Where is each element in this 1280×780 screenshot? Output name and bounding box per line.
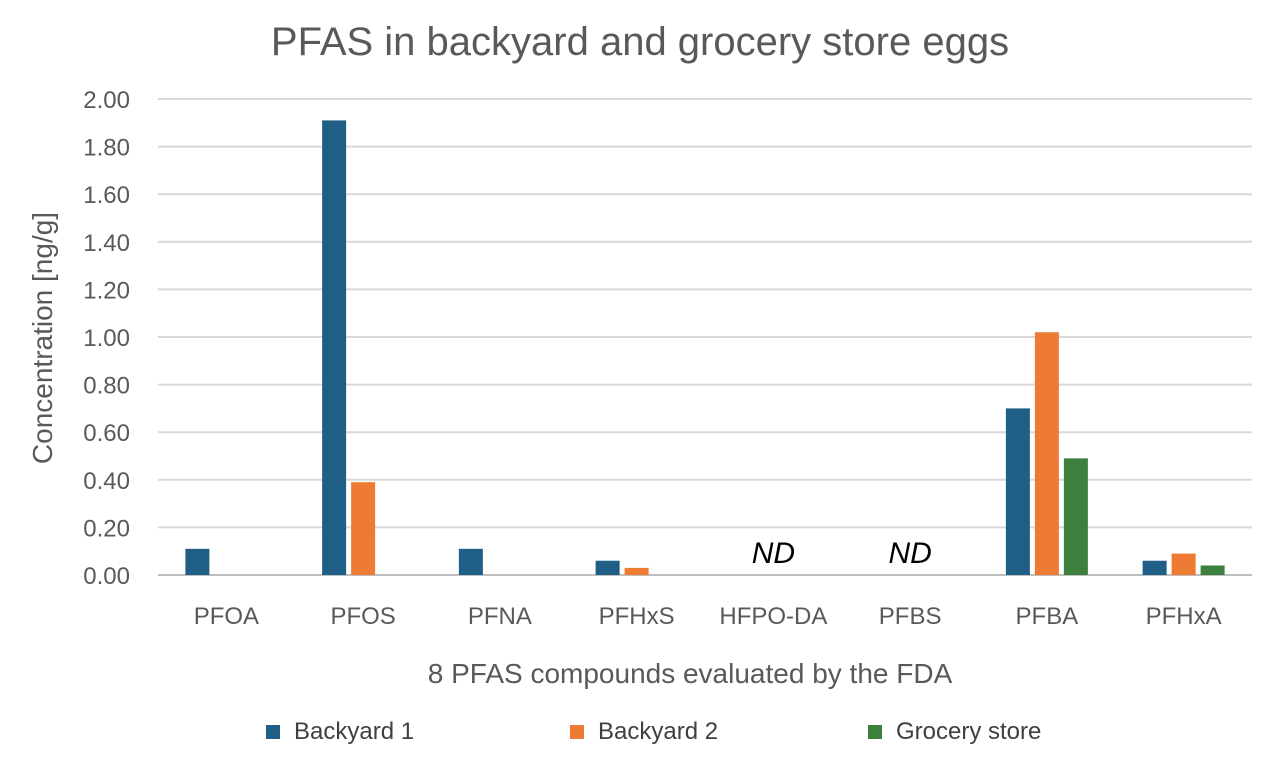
legend-label: Backyard 2	[598, 718, 719, 745]
y-tick-label: 1.60	[83, 182, 130, 209]
y-tick-label: 1.80	[83, 135, 130, 162]
y-axis-ticks: 0.00 0.20 0.40 0.60 0.80 1.00 1.20 1.40 1.60 1.80…	[83, 87, 130, 590]
x-axis-ticks: PFOA PFOS PFNA PFHxS HFPO-DA PFBS PFBA PFHxA	[194, 603, 1222, 630]
bar-grocery-store-pfhxa	[1200, 565, 1225, 575]
bar-backyard-2-pfhxa	[1171, 553, 1196, 575]
legend-swatch	[266, 725, 280, 739]
x-tick-label: PFOA	[194, 603, 259, 630]
legend-item-backyard-2: Backyard 2	[570, 714, 718, 750]
y-tick-label: 0.00	[83, 563, 130, 590]
annotations: ND ND	[752, 537, 932, 570]
x-tick-label: PFHxA	[1146, 603, 1222, 630]
y-tick-label: 0.60	[83, 420, 130, 447]
bar-backyard-2-pfos	[351, 482, 376, 575]
bars	[185, 120, 1225, 576]
bar-backyard-1-pfba	[1005, 408, 1030, 575]
annotation-nd: ND	[888, 537, 931, 570]
gridlines	[158, 98, 1252, 576]
x-tick-label: PFNA	[468, 603, 532, 630]
legend-item-backyard-1: Backyard 1	[266, 714, 414, 750]
y-axis-label: Concentration [ng/g]	[27, 212, 58, 464]
y-tick-label: 0.80	[83, 373, 130, 400]
legend-label: Grocery store	[896, 718, 1042, 745]
x-tick-label: PFHxS	[599, 603, 675, 630]
bar-backyard-1-pfhxa	[1142, 560, 1167, 575]
y-tick-label: 1.40	[83, 230, 130, 257]
y-tick-label: 2.00	[83, 87, 130, 114]
y-tick-label: 0.40	[83, 468, 130, 495]
x-tick-label: HFPO-DA	[719, 603, 827, 630]
bar-grocery-store-pfba	[1063, 458, 1088, 575]
y-tick-label: 1.00	[83, 325, 130, 352]
x-tick-label: PFBA	[1016, 603, 1079, 630]
legend-swatch	[868, 725, 882, 739]
annotation-nd: ND	[752, 537, 795, 570]
bar-backyard-1-pfoa	[185, 548, 210, 575]
bar-backyard-1-pfna	[458, 548, 483, 575]
plot-area: 0.00 0.20 0.40 0.60 0.80 1.00 1.20 1.40 1.60 1.80…	[27, 87, 1252, 689]
legend-swatch	[570, 725, 584, 739]
legend-item-grocery-store: Grocery store	[868, 714, 1041, 750]
y-tick-label: 1.20	[83, 277, 130, 304]
bar-backyard-2-pfba	[1034, 332, 1059, 575]
y-tick-label: 0.20	[83, 515, 130, 542]
bar-backyard-1-pfos	[322, 120, 347, 576]
bar-backyard-1-pfhxs	[595, 560, 620, 575]
legend: Backyard 1 Backyard 2 Grocery store	[0, 714, 1280, 750]
chart-title: PFAS in backyard and grocery store eggs	[270, 20, 1010, 64]
legend-label: Backyard 1	[294, 718, 415, 745]
x-tick-label: PFBS	[879, 603, 942, 630]
bar-backyard-2-pfhxs	[624, 567, 649, 575]
x-axis-label: 8 PFAS compounds evaluated by the FDA	[428, 658, 953, 689]
x-tick-label: PFOS	[330, 603, 395, 630]
